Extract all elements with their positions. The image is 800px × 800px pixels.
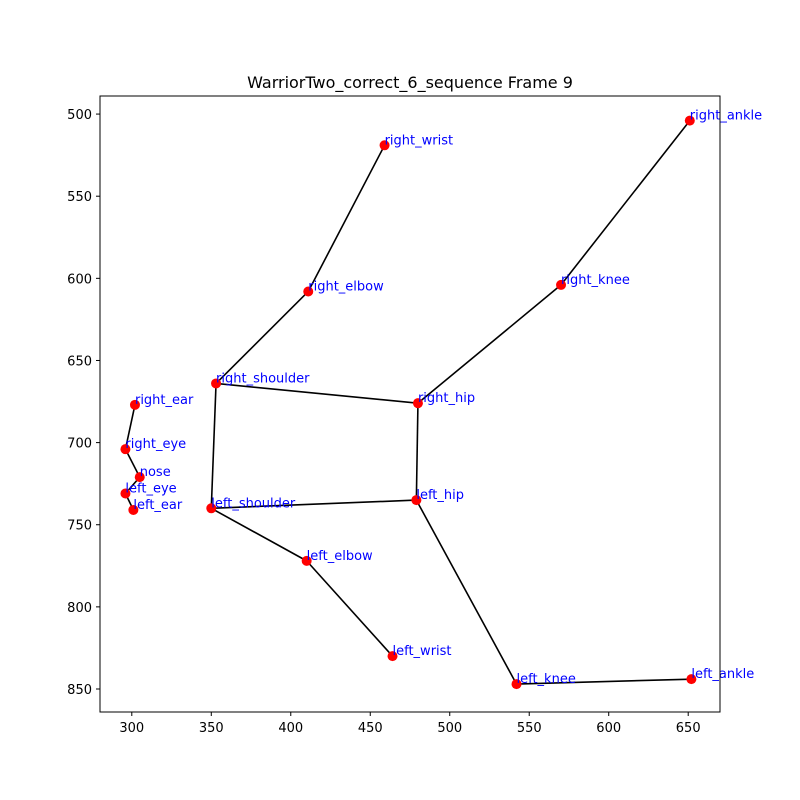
keypoint-label-nose: nose — [140, 465, 171, 480]
x-tick-label: 550 — [517, 721, 542, 736]
keypoint-label-left_elbow: left_elbow — [307, 549, 373, 564]
y-axis-ticks: 500 550 600 650 700 750 800 850 — [67, 108, 100, 698]
keypoint-label-left_ear: left_ear — [133, 498, 183, 513]
keypoint-label-left_ankle: left_ankle — [691, 667, 754, 682]
skeleton-line-right_hip-left_hip — [415, 403, 419, 501]
keypoint-right_wrist — [379, 140, 390, 151]
keypoint-right_shoulder — [211, 378, 222, 389]
keypoint-nose — [134, 472, 145, 483]
keypoint-left_knee — [511, 679, 522, 690]
keypoint-label-right_ankle: right_ankle — [690, 109, 762, 124]
keypoint-left_wrist — [387, 651, 398, 662]
skeleton-lines — [124, 120, 692, 685]
y-tick-label: 600 — [67, 272, 92, 287]
x-axis-ticks: 300 350 400 450 500 550 600 650 — [119, 712, 701, 736]
x-tick-label: 650 — [676, 721, 701, 736]
skeleton-line-right_ear-right_eye — [124, 404, 136, 450]
y-tick-label: 800 — [67, 601, 92, 616]
keypoint-left_ear — [128, 504, 139, 515]
skeleton-line-right_knee-right_ankle — [560, 120, 691, 286]
keypoint-label-left_knee: left_knee — [517, 672, 576, 687]
keypoint-right_elbow — [303, 286, 314, 297]
keypoint-right_ear — [129, 399, 140, 410]
skeleton-line-left_shoulder-left_elbow — [210, 507, 308, 562]
skeleton-line-right_elbow-right_shoulder — [215, 290, 309, 385]
keypoint-left_ankle — [686, 674, 697, 685]
x-tick-label: 350 — [199, 721, 224, 736]
keypoint-label-right_shoulder: right_shoulder — [216, 371, 310, 386]
keypoint-label-right_knee: right_knee — [561, 273, 630, 288]
keypoints — [120, 115, 697, 690]
skeleton-line-right_eye-nose — [124, 448, 141, 478]
y-tick-label: 700 — [67, 437, 92, 452]
keypoint-label-left_eye: left_eye — [125, 482, 176, 497]
y-tick-label: 750 — [67, 519, 92, 534]
skeleton-line-right_shoulder-left_shoulder — [210, 383, 217, 509]
keypoint-label-left_shoulder: left_shoulder — [211, 496, 296, 511]
x-tick-label: 400 — [278, 721, 303, 736]
keypoint-left_hip — [411, 495, 422, 506]
keypoint-label-right_wrist: right_wrist — [385, 133, 454, 148]
x-tick-label: 300 — [119, 721, 144, 736]
keypoint-label-right_eye: right_eye — [125, 437, 186, 452]
keypoint-label-right_ear: right_ear — [135, 393, 194, 408]
x-tick-label: 600 — [596, 721, 621, 736]
keypoint-right_eye — [120, 444, 131, 455]
skeleton-line-right_hip-right_knee — [417, 284, 562, 404]
keypoint-label-left_wrist: left_wrist — [393, 644, 452, 659]
keypoint-label-right_hip: right_hip — [418, 391, 475, 406]
keypoint-labels: nose left_eye right_eye left_ear right_earle… — [125, 109, 762, 687]
y-tick-label: 650 — [67, 354, 92, 369]
keypoint-right_ankle — [684, 115, 695, 126]
keypoint-right_knee — [556, 279, 567, 290]
y-tick-label: 850 — [67, 683, 92, 698]
keypoint-label-right_elbow: right_elbow — [308, 279, 384, 294]
y-tick-label: 550 — [67, 190, 92, 205]
keypoint-left_elbow — [301, 555, 312, 566]
skeleton-line-left_hip-left_knee — [415, 499, 518, 685]
keypoint-left_shoulder — [206, 503, 217, 514]
keypoint-label-left_hip: left_hip — [416, 488, 464, 503]
x-tick-label: 450 — [358, 721, 383, 736]
skeleton-line-left_knee-left_ankle — [516, 678, 692, 685]
skeleton-line-left_shoulder-left_hip — [211, 499, 417, 510]
plot-frame — [99, 95, 721, 713]
y-tick-label: 500 — [67, 108, 92, 123]
keypoint-right_hip — [412, 398, 423, 409]
keypoint-left_eye — [120, 488, 131, 499]
skeleton-line-right_shoulder-right_hip — [215, 382, 419, 404]
skeleton-line-left_elbow-left_wrist — [306, 560, 394, 657]
chart-title: WarriorTwo_correct_6_sequence Frame 9 — [247, 73, 573, 93]
x-tick-label: 500 — [437, 721, 462, 736]
skeleton-line-right_wrist-right_elbow — [307, 144, 386, 292]
